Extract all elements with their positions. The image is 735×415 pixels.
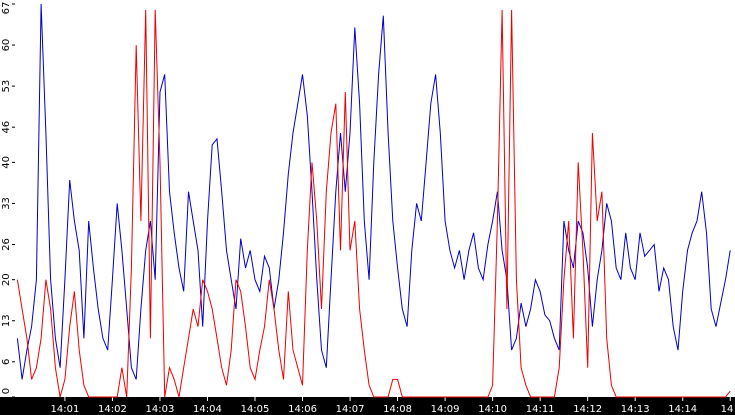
x-tick-label: 14:08 — [383, 404, 412, 415]
x-tick-label: 14:13 — [621, 404, 650, 415]
x-tick-label: 14:05 — [241, 404, 270, 415]
x-tick-label: 14:11 — [526, 404, 555, 415]
y-tick-label: 67 — [1, 2, 12, 15]
y-tick-label: 53 — [1, 80, 12, 93]
x-tick-label: 14:12 — [573, 404, 602, 415]
x-tick-label: 14:02 — [98, 404, 127, 415]
x-tick-label: 14:07 — [336, 404, 365, 415]
y-tick-label: 20 — [1, 273, 12, 286]
y-tick-label: 6 — [1, 359, 12, 365]
x-tick-label: 14:09 — [431, 404, 460, 415]
y-tick-label: 46 — [1, 121, 12, 134]
x-tick-label: 14:06 — [288, 404, 317, 415]
series-line — [16, 9, 731, 398]
x-tick-label: 14:14 — [668, 404, 697, 415]
x-tick-label: 14:01 — [50, 404, 79, 415]
x-tick-label: 14:03 — [146, 404, 175, 415]
y-tick-label: 13 — [1, 314, 12, 327]
y-tick-label: 26 — [1, 238, 12, 251]
series-line — [16, 3, 731, 380]
y-tick-label: 40 — [1, 156, 12, 169]
y-tick-label: 33 — [1, 197, 12, 210]
x-axis-bar — [0, 397, 735, 415]
y-tick-label: 0 — [1, 388, 12, 394]
x-tick-label: 14 — [721, 404, 734, 415]
x-tick-label: 14:04 — [193, 404, 222, 415]
x-tick-label: 14:10 — [478, 404, 507, 415]
y-tick-label: 60 — [1, 39, 12, 52]
